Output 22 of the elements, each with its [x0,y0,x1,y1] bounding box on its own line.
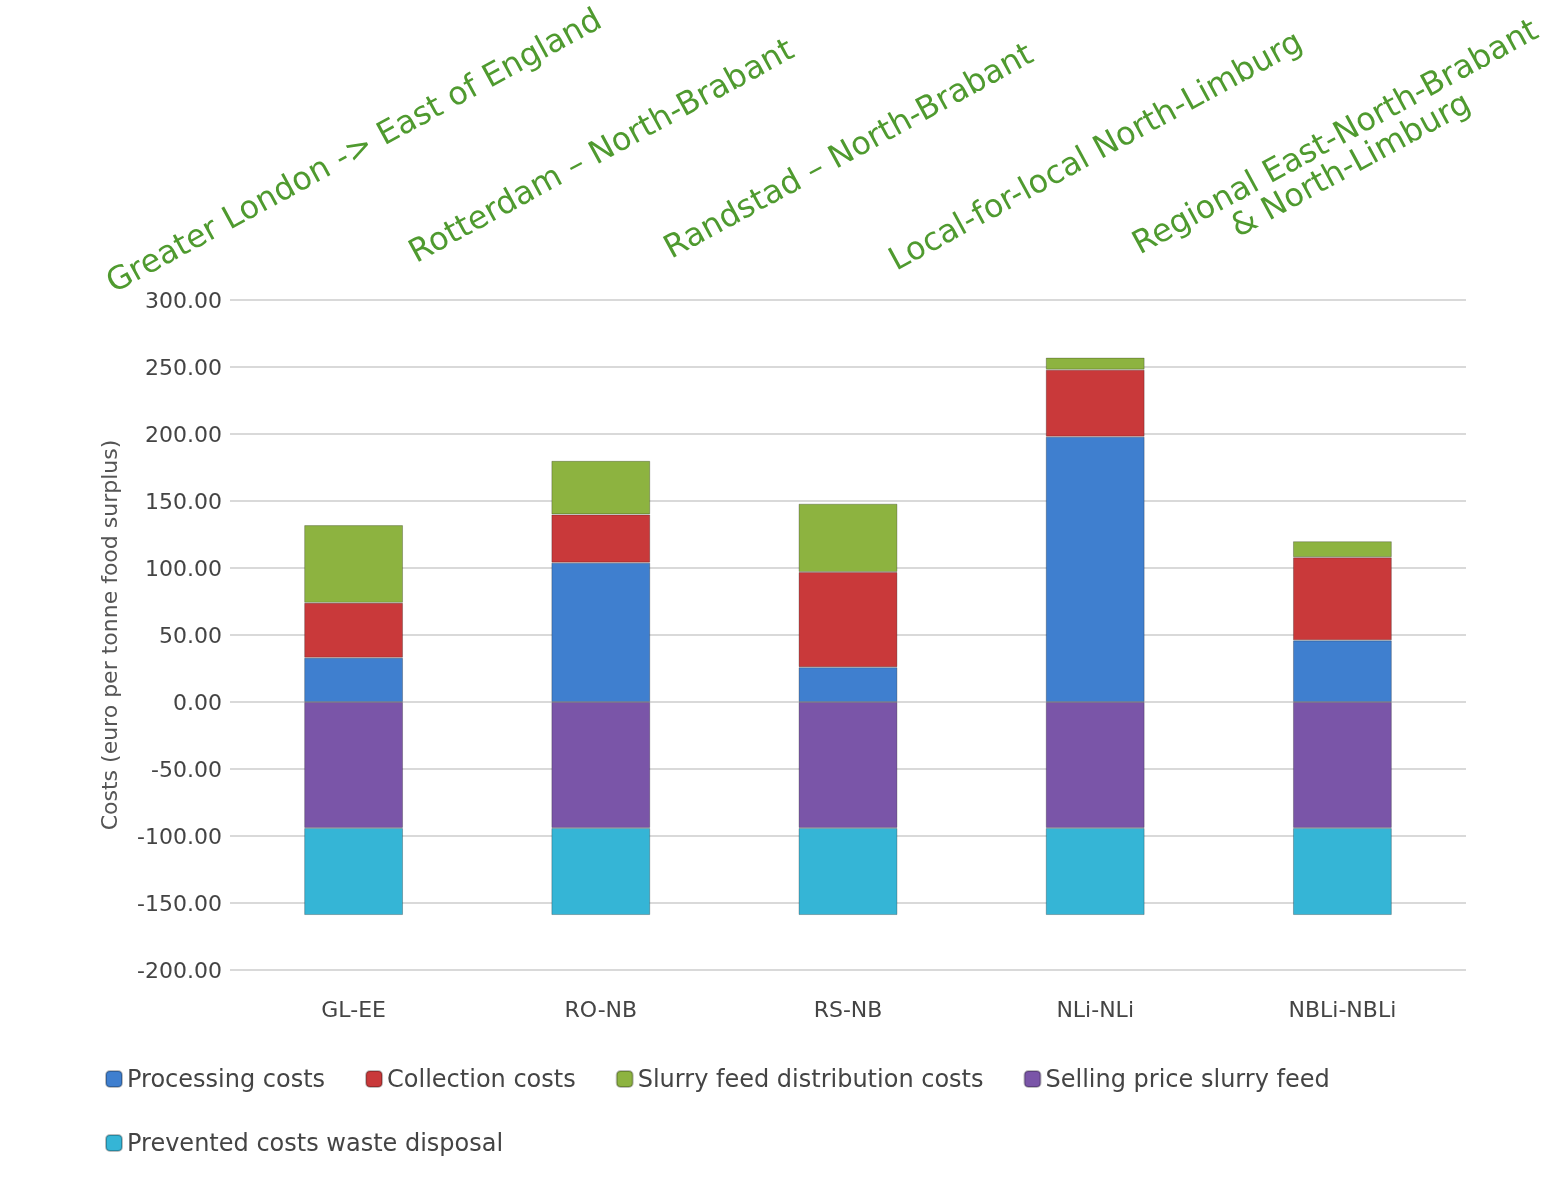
legend-label: Slurry feed distribution costs [637,1065,984,1093]
y-axis-title: Costs (euro per tonne food surplus) [96,439,122,831]
legend-label: Prevented costs waste disposal [127,1129,504,1157]
x-tick-label: NLi-NLi [1056,996,1134,1022]
y-tick-label: 200.00 [145,421,222,447]
y-tick-label: 150.00 [145,488,222,514]
x-tick-label: RO-NB [564,996,638,1022]
y-tick-label: 0.00 [173,689,222,715]
legend-label: Collection costs [387,1065,576,1093]
legend-label: Selling price slurry feed [1045,1065,1330,1093]
x-tick-label: GL-EE [321,996,386,1022]
y-tick-label: -50.00 [151,756,222,782]
legend-label: Processing costs [127,1065,326,1093]
y-tick-label: -150.00 [137,890,222,916]
y-tick-label: 300.00 [145,287,222,313]
y-tick-label: 100.00 [145,555,222,581]
y-tick-label: -200.00 [137,957,222,983]
y-tick-label: -100.00 [137,823,222,849]
y-tick-label: 50.00 [159,622,222,648]
y-tick-label: 250.00 [145,354,222,380]
x-tick-label: RS-NB [813,996,883,1022]
x-tick-label: NBLi-NBLi [1288,996,1397,1022]
